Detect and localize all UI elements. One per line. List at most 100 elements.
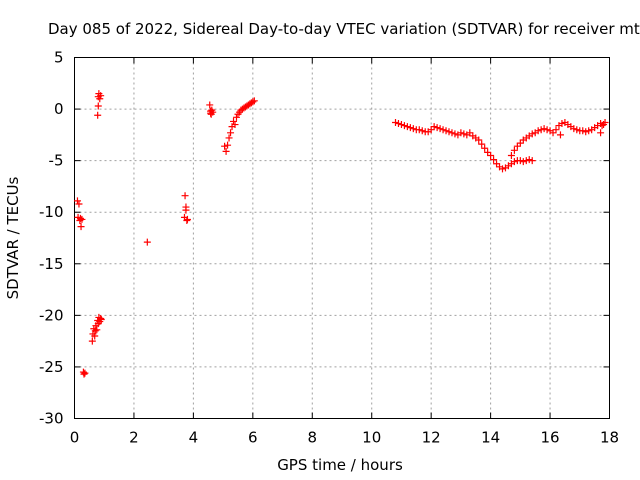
data-point — [499, 165, 506, 173]
data-point — [400, 122, 408, 130]
data-point — [582, 128, 590, 136]
data-point — [75, 200, 83, 208]
data-point — [525, 156, 533, 164]
y-tick-label: -25 — [39, 358, 64, 376]
data-point — [457, 129, 465, 137]
data-point — [528, 157, 536, 165]
x-tick-label: 2 — [129, 429, 139, 447]
data-point — [232, 113, 240, 121]
data-point — [80, 370, 88, 378]
data-point — [448, 129, 456, 137]
data-point — [225, 134, 233, 142]
data-point — [78, 215, 86, 223]
data-point — [493, 160, 501, 168]
data-point — [76, 214, 84, 222]
data-point — [415, 126, 423, 134]
data-point — [249, 98, 257, 106]
data-point — [207, 109, 215, 117]
data-point — [143, 238, 151, 246]
data-point — [94, 102, 102, 110]
data-point — [570, 125, 578, 133]
data-point — [552, 126, 560, 134]
x-axis-title: GPS time / hours — [277, 456, 403, 474]
data-point — [460, 130, 468, 138]
y-tick-label: -30 — [39, 410, 64, 428]
data-point — [97, 315, 105, 323]
data-point — [534, 127, 542, 135]
data-point — [97, 92, 105, 100]
x-tick-label: 18 — [600, 429, 619, 447]
x-tick-label: 14 — [481, 429, 500, 447]
data-point — [406, 124, 414, 132]
data-point — [222, 147, 230, 155]
data-point — [439, 126, 447, 134]
data-point — [430, 123, 438, 131]
data-point — [93, 326, 101, 334]
data-point — [227, 129, 235, 137]
data-point — [445, 128, 453, 136]
data-point — [224, 141, 232, 149]
data-point — [487, 151, 495, 159]
data-point — [230, 117, 238, 125]
data-point — [409, 125, 417, 133]
data-point — [433, 124, 441, 132]
data-point — [81, 369, 89, 377]
y-tick-label: 5 — [54, 49, 64, 67]
data-point — [585, 127, 593, 135]
y-tick-label: -5 — [49, 152, 64, 170]
data-point — [466, 129, 474, 137]
data-point — [206, 101, 214, 109]
data-point — [394, 120, 402, 128]
data-point — [392, 118, 399, 126]
data-point — [221, 142, 229, 150]
x-tick-label: 12 — [422, 429, 441, 447]
data-point — [88, 337, 96, 345]
data-point — [537, 126, 545, 134]
data-point — [543, 126, 551, 134]
data-point — [250, 97, 258, 105]
x-tick-label: 0 — [70, 429, 80, 447]
y-axis-title: SDTVAR / TECUs — [4, 176, 22, 299]
data-point — [231, 121, 239, 129]
x-tick-label: 4 — [189, 429, 199, 447]
data-point — [516, 157, 524, 165]
data-point — [522, 157, 530, 165]
data-point — [436, 125, 444, 133]
data-point — [484, 148, 492, 156]
data-point — [403, 123, 411, 131]
data-point — [397, 121, 405, 129]
data-point — [540, 125, 548, 133]
data-point — [481, 144, 489, 152]
data-point — [579, 127, 587, 135]
data-point — [490, 156, 498, 164]
y-tick-label: -20 — [39, 306, 64, 324]
data-point — [94, 111, 102, 119]
data-point — [182, 206, 190, 214]
data-point — [513, 142, 521, 150]
data-point — [556, 131, 564, 139]
data-point — [418, 127, 426, 135]
data-point — [601, 118, 609, 126]
tick-layer: 0 2 4 6 8 10 12 14 16 18 5 0 -5 -10 -15 -20 -25 -30 — [39, 49, 619, 447]
x-tick-label: 6 — [248, 429, 258, 447]
data-point — [427, 126, 435, 134]
data-point — [558, 120, 566, 128]
x-tick-label: 8 — [308, 429, 318, 447]
y-tick-label: 0 — [54, 100, 64, 118]
x-tick-label: 16 — [541, 429, 560, 447]
y-tick-label: -15 — [39, 255, 64, 273]
data-point — [478, 140, 486, 148]
data-point — [573, 126, 581, 134]
data-point — [96, 95, 104, 103]
data-point — [77, 223, 85, 231]
data-point — [183, 215, 191, 223]
data-point — [451, 130, 459, 138]
y-tick-label: -10 — [39, 203, 64, 221]
data-point — [516, 139, 524, 147]
chart-title: Day 085 of 2022, Sidereal Day-to-day VTE… — [48, 20, 640, 38]
data-point — [597, 129, 605, 137]
x-tick-label: 10 — [362, 429, 381, 447]
data-point — [507, 151, 515, 159]
data-point — [181, 192, 189, 200]
